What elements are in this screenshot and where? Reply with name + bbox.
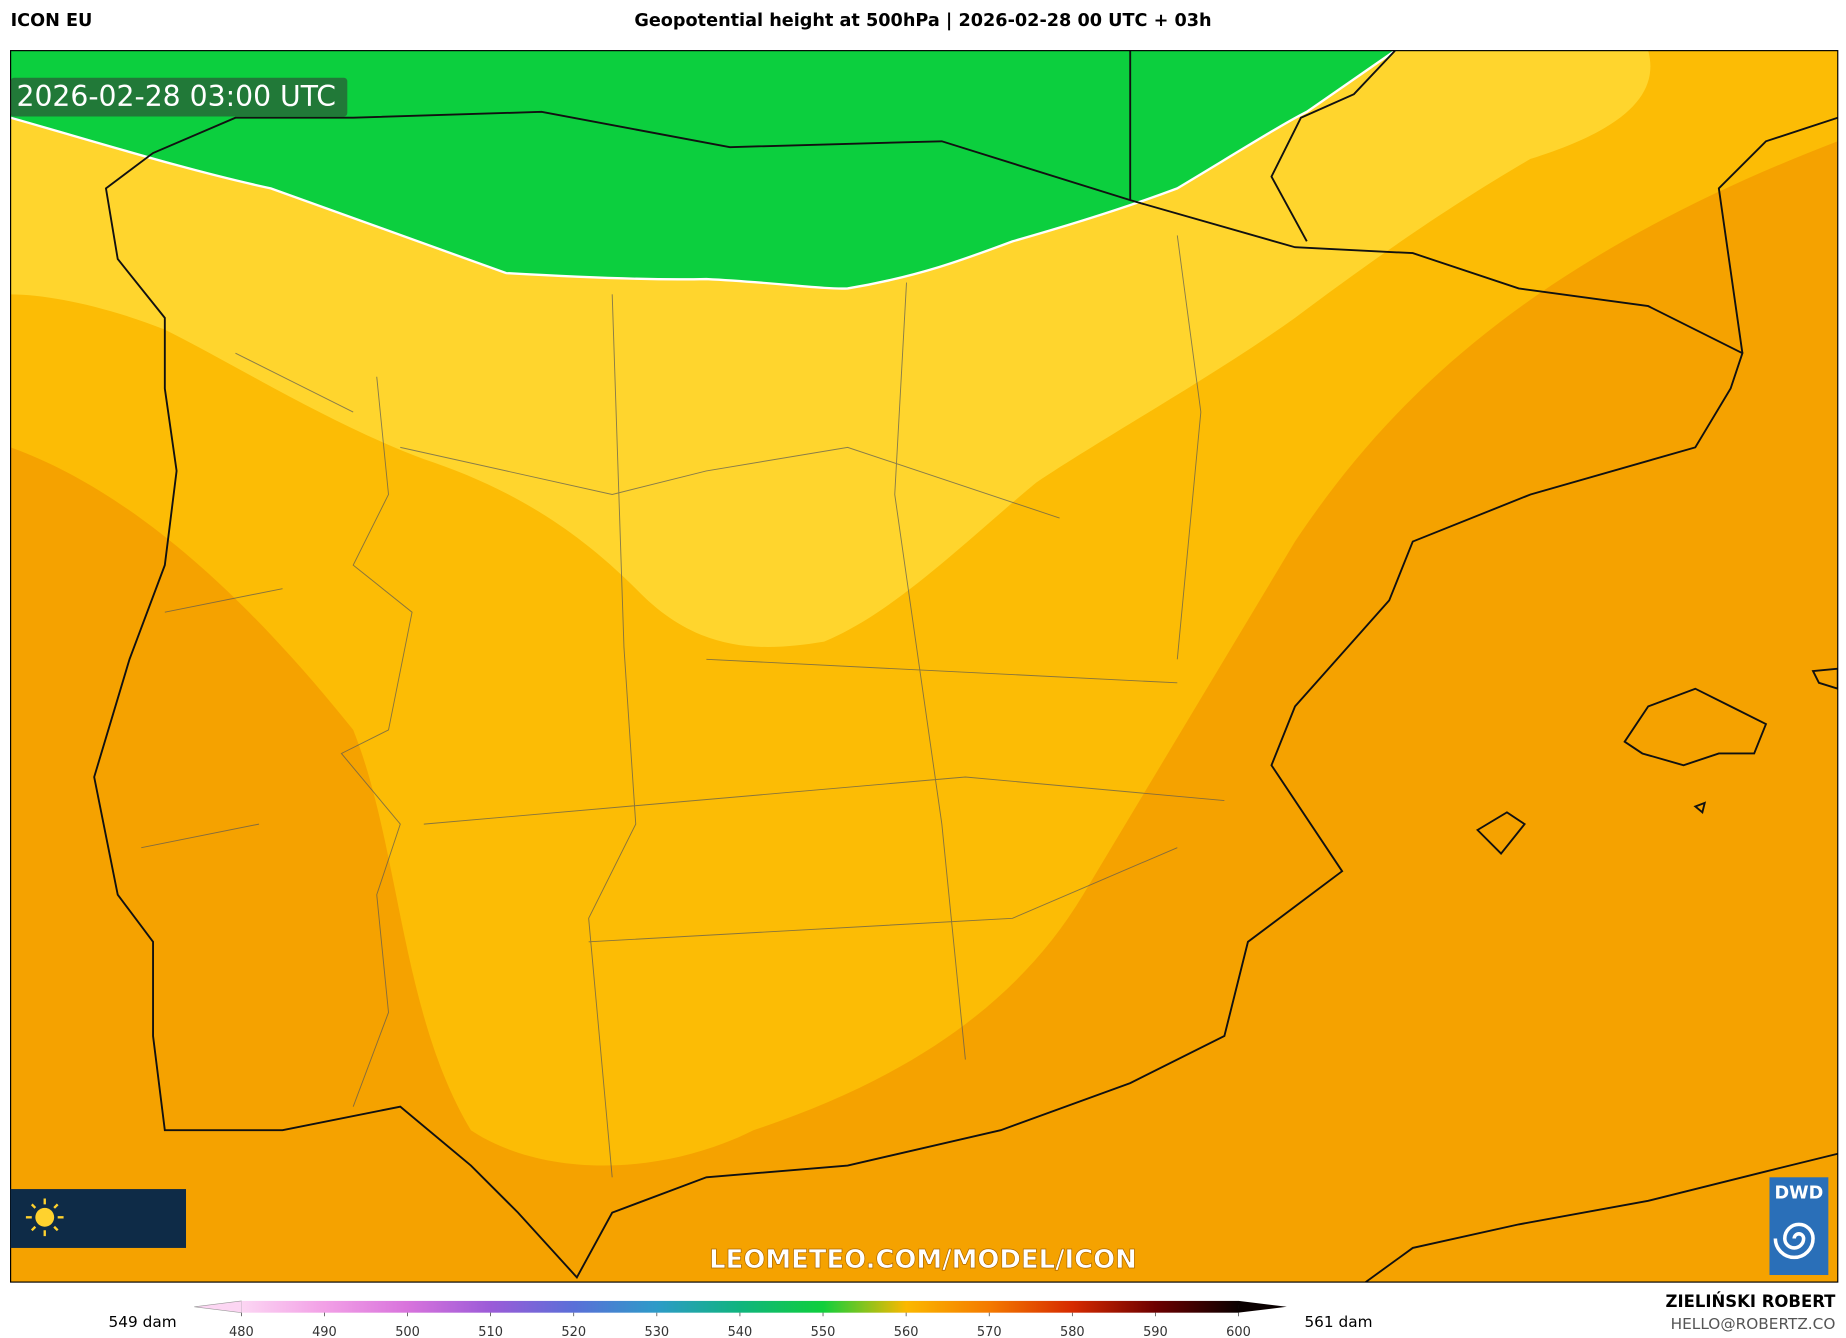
colorbar-tick-label: 530 — [644, 1325, 669, 1338]
field-yellow — [10, 50, 1651, 647]
model-name: ICON EU — [11, 11, 93, 31]
contour-line — [10, 50, 1396, 290]
dwd-spiral — [1773, 1222, 1815, 1260]
colorbar-tick-label: 570 — [977, 1325, 1002, 1338]
colorbar-arrow-low — [194, 1300, 242, 1314]
colorbar-max-label: 561 dam — [1304, 1313, 1372, 1331]
field-green — [10, 50, 1396, 289]
map-frame — [10, 50, 1839, 1283]
colorbar-min-label: 549 dam — [109, 1313, 177, 1331]
colorbar-tick-label: 550 — [811, 1325, 836, 1338]
colorbar-tick-label: 580 — [1060, 1325, 1085, 1338]
colorbar-tick-label: 490 — [312, 1325, 337, 1338]
colorbar-tick-label: 480 — [229, 1325, 254, 1338]
valid-time: 2026-02-28 03:00 UTC — [16, 80, 336, 113]
colorbar-tick-label: 520 — [561, 1325, 586, 1338]
map: 2026-02-28 03:00 UTC LEOMETEO.COM/MODEL/… — [10, 50, 1839, 1283]
colorbar-tick-label: 600 — [1226, 1325, 1251, 1338]
author: ZIELIŃSKI ROBERT — [1666, 1292, 1837, 1311]
colorbar-tick-label: 590 — [1143, 1325, 1168, 1338]
admin-borders — [141, 235, 1225, 1178]
colorbar-tick-label: 560 — [894, 1325, 919, 1338]
time-box — [10, 77, 348, 117]
dwd-text: DWD — [1775, 1183, 1824, 1203]
colorbar-tick-label: 510 — [478, 1325, 503, 1338]
map-title: Geopotential height at 500hPa | 2026-02-… — [634, 11, 1211, 31]
colorbar-body — [241, 1300, 1239, 1313]
colorbar-tick-label: 500 — [395, 1325, 420, 1338]
balearic-islands — [1475, 667, 1838, 855]
iberia-coastline — [93, 110, 1744, 1279]
africa-coastline — [1365, 1152, 1838, 1283]
sun-icon — [25, 1198, 64, 1237]
colorbar: 549 dam 561 dam 480 490 500 510 520 530 540 550… — [109, 1300, 1372, 1338]
watermark: LEOMETEO.COM/MODEL/ICON — [709, 1245, 1137, 1275]
france-coastline — [1129, 50, 1838, 354]
colorbar-arrow-high — [1238, 1300, 1287, 1313]
colorbar-tick-label: 540 — [728, 1325, 753, 1338]
email: HELLO@ROBERTZ.CO — [1671, 1315, 1836, 1333]
